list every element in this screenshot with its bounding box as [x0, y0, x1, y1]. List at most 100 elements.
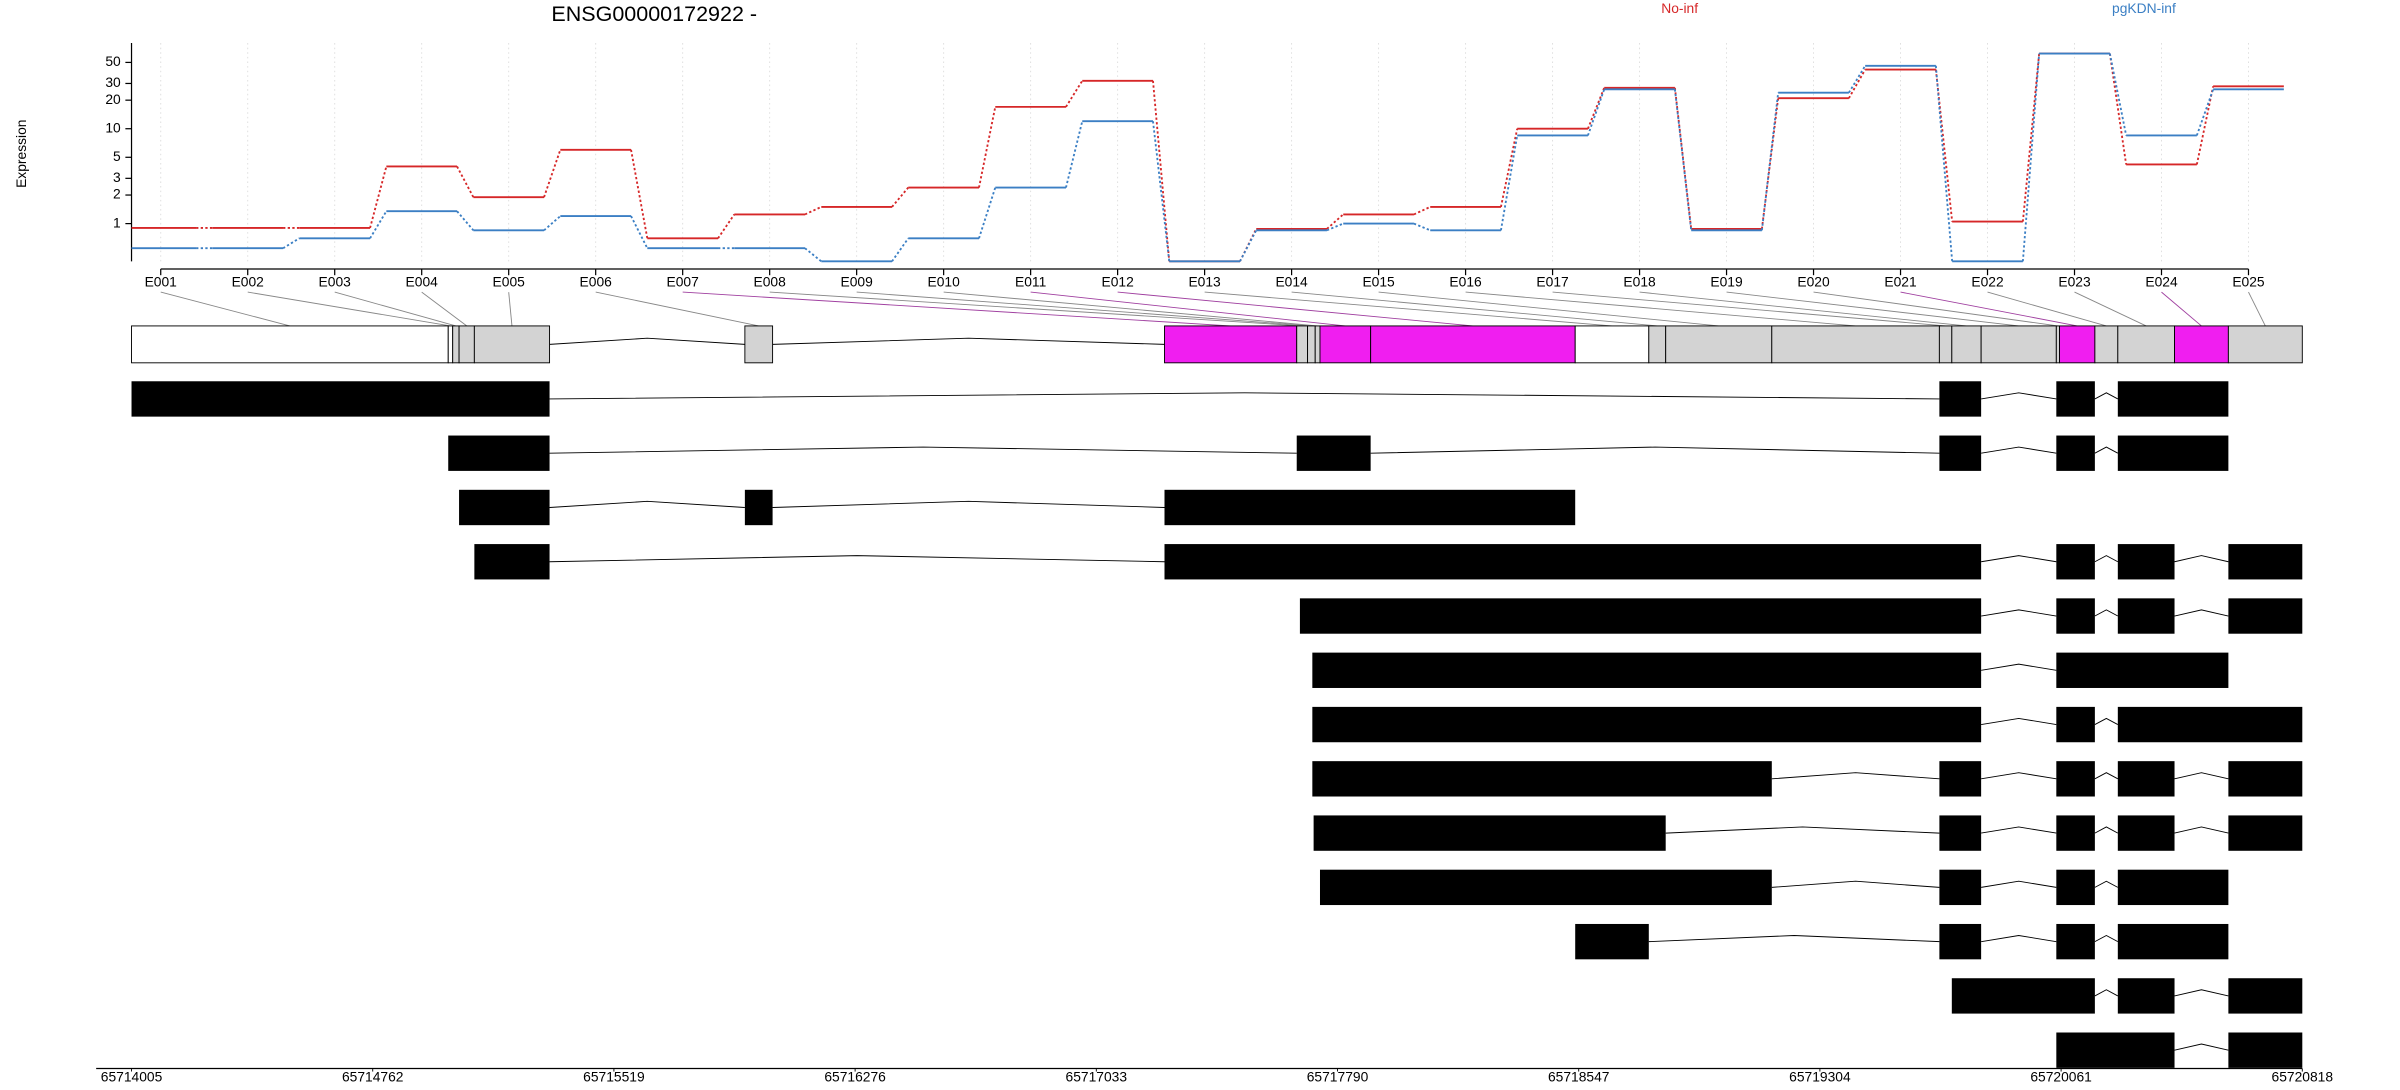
- exon-box: [1771, 325, 1940, 364]
- expression-connector: [804, 247, 822, 263]
- transcript-exon: [2056, 761, 2095, 797]
- genomic-tick-label: 65716276: [824, 1068, 886, 1084]
- exon-link: [508, 292, 513, 326]
- transcript-exon: [2228, 761, 2303, 797]
- expression-connector: [1239, 229, 1258, 262]
- transcript-exon: [2056, 598, 2095, 634]
- transcript-intron: [1981, 717, 2057, 726]
- expression-connector: [804, 206, 822, 216]
- x-tick-label: E018: [1623, 274, 1656, 290]
- transcript-intron: [549, 446, 1297, 454]
- transcript-exon: [2117, 869, 2229, 906]
- expression-connector: [1065, 80, 1084, 108]
- transcript-intron: [1648, 935, 1940, 943]
- x-tick-label: E022: [1971, 274, 2003, 290]
- transcript-exon: [744, 489, 773, 526]
- transcript-exon: [2228, 815, 2303, 851]
- x-tick-label: E014: [1275, 274, 1308, 290]
- x-tick-label: E025: [2232, 274, 2265, 290]
- x-tick-label: E012: [1101, 274, 1133, 290]
- exon-link: [2074, 291, 2147, 327]
- x-tick-label: E016: [1449, 274, 1482, 290]
- transcript-exon: [2056, 869, 2095, 906]
- exon-link: [1378, 291, 1719, 327]
- exon-box: [1296, 325, 1309, 364]
- transcript-intron: [1981, 880, 2057, 888]
- exon-link: [1465, 291, 1856, 327]
- legend-label: No-inf: [1661, 0, 1698, 16]
- transcript-exon: [1939, 815, 1982, 851]
- exon-link: [2161, 291, 2202, 327]
- transcript-exon: [2056, 381, 2095, 417]
- y-tick-label: 30: [105, 74, 121, 90]
- transcript-intron: [1981, 446, 2057, 454]
- genomic-tick-label: 65719304: [1789, 1068, 1851, 1084]
- transcript-exon: [2117, 544, 2175, 580]
- x-tick-label: E005: [493, 274, 526, 290]
- expression-connector: [2108, 53, 2128, 165]
- expression-connector: [2021, 53, 2041, 222]
- x-tick-label: E008: [754, 274, 787, 290]
- transcript-intron: [772, 500, 1165, 508]
- y-tick-label: 5: [113, 148, 121, 164]
- transcript-exon: [1939, 381, 1982, 417]
- expression-connector: [1760, 92, 1780, 231]
- exon-link: [1552, 291, 1946, 327]
- exon-box: [1951, 325, 1982, 364]
- transcript-exon: [1939, 923, 1982, 960]
- transcript-exon: [459, 489, 550, 526]
- x-tick-label: E004: [406, 274, 439, 290]
- transcript-exon: [1939, 761, 1982, 797]
- transcript-exon: [2056, 544, 2095, 580]
- expression-connector: [891, 237, 910, 262]
- transcript-exon: [1939, 869, 1982, 906]
- exon-link: [943, 291, 1318, 327]
- expression-connector: [1152, 121, 1171, 262]
- y-tick-label: 10: [105, 119, 121, 135]
- exon-box: [1938, 325, 1953, 364]
- x-tick-label: E015: [1362, 274, 1395, 290]
- exon-box: [1314, 325, 1321, 364]
- x-tick-label: E021: [1884, 274, 1917, 290]
- transcript-exon: [1312, 706, 1982, 743]
- expression-connector: [717, 213, 736, 239]
- transcript-intron: [2094, 826, 2119, 834]
- x-tick-label: E007: [667, 274, 699, 290]
- transcript-intron: [1981, 935, 2057, 943]
- exon-link: [421, 291, 467, 327]
- expression-connector: [891, 186, 909, 208]
- exon-link: [769, 291, 1303, 327]
- exon-box: [2117, 325, 2175, 364]
- expression-connector: [1413, 206, 1431, 216]
- exon-box: [2227, 325, 2303, 364]
- transcript-exon: [2117, 381, 2229, 417]
- transcript-intron: [1981, 555, 2057, 563]
- exon-link: [334, 291, 457, 327]
- expression-connector: [1326, 222, 1344, 232]
- expression-connector: [1934, 69, 1954, 222]
- transcript-exon: [2117, 435, 2229, 471]
- expression-connector: [630, 149, 649, 239]
- transcript-intron: [1981, 609, 2057, 617]
- transcript-exon: [1312, 761, 1772, 797]
- expression-connector: [2021, 53, 2041, 262]
- x-tick-label: E017: [1536, 274, 1568, 290]
- exon-box: [452, 325, 460, 364]
- transcript-exon: [1312, 652, 1982, 688]
- x-tick-label: E013: [1188, 274, 1221, 290]
- genomic-tick-label: 65717033: [1066, 1068, 1128, 1084]
- exon-link: [682, 291, 1231, 327]
- intron: [772, 337, 1165, 345]
- transcript-intron: [1370, 446, 1940, 454]
- x-tick-label: E001: [145, 274, 178, 290]
- exon-link: [247, 291, 451, 327]
- transcript-exon: [1951, 978, 2095, 1014]
- exon-box: [1648, 325, 1667, 364]
- expression-connector: [978, 187, 997, 239]
- expression-connector: [2108, 53, 2128, 136]
- transcript-intron: [1981, 826, 2057, 834]
- exon-box: [131, 325, 449, 364]
- transcript-intron: [549, 500, 745, 508]
- expression-connector: [1326, 213, 1344, 230]
- expression-connector: [543, 149, 562, 198]
